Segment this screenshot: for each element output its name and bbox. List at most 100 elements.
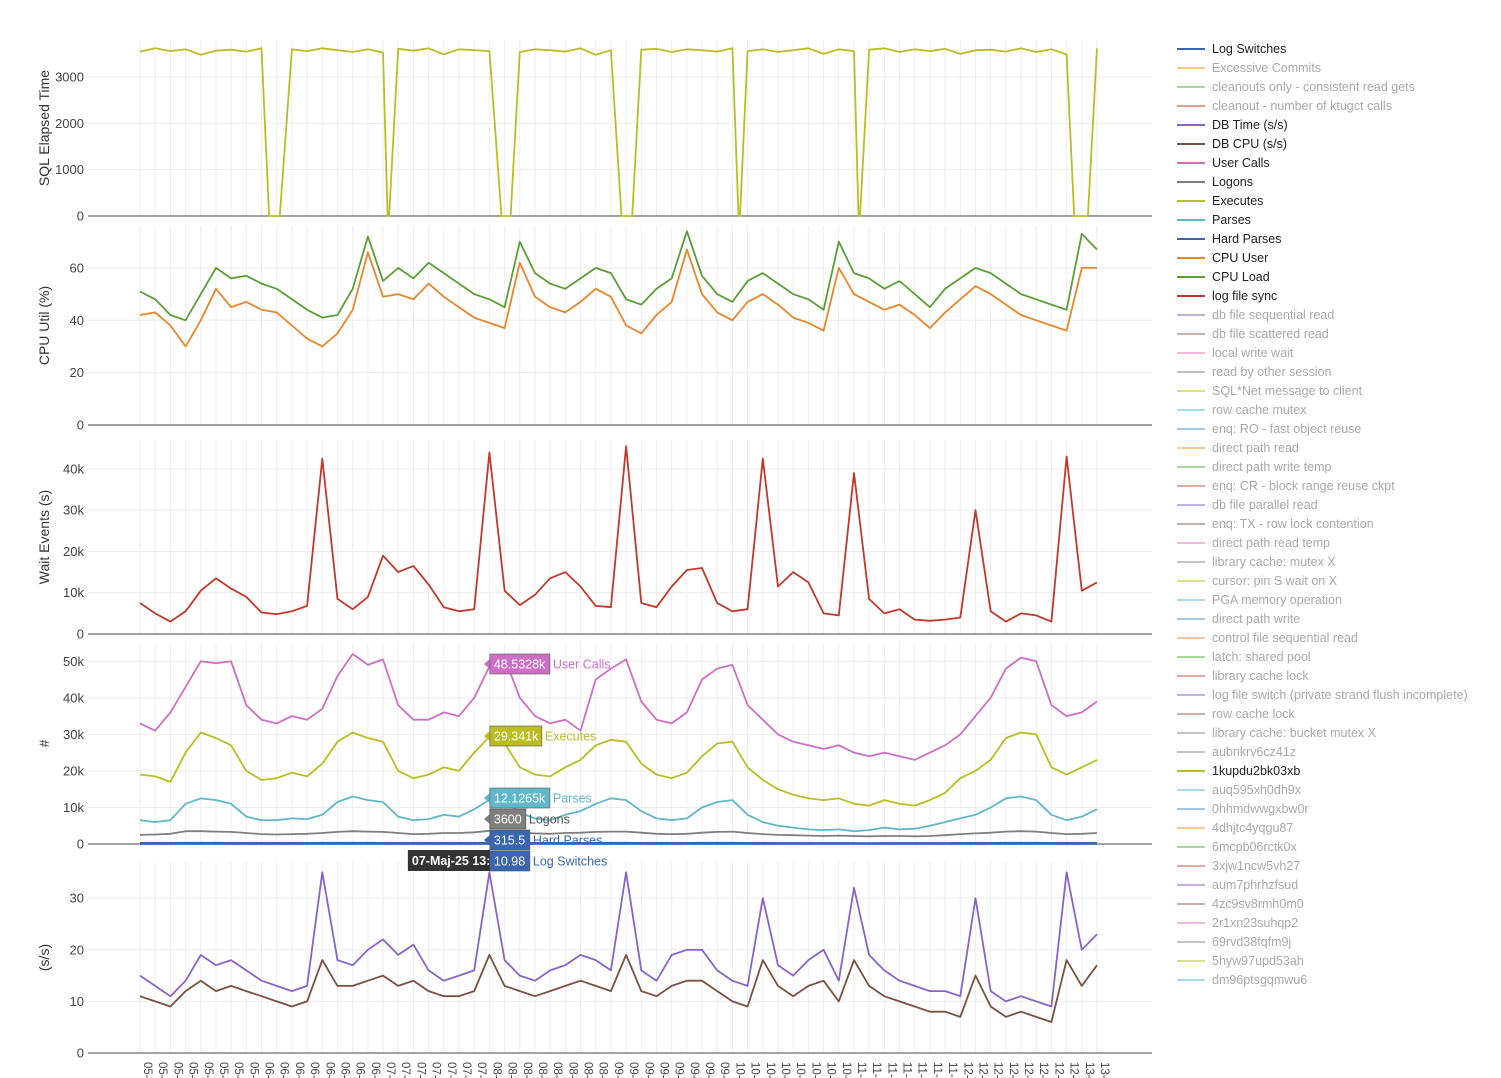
legend-item[interactable]: SQL*Net message to client	[1177, 381, 1501, 400]
legend-label: 4zc9sv8rmh0m0	[1212, 896, 1304, 911]
legend-label: direct path write	[1212, 611, 1301, 626]
legend-item[interactable]: db file parallel read	[1177, 495, 1501, 514]
legend-item[interactable]: row cache mutex	[1177, 400, 1501, 419]
legend-item[interactable]: 69rvd38fqfm9j	[1177, 932, 1501, 951]
legend-item[interactable]: library cache lock	[1177, 666, 1501, 685]
legend-item[interactable]: 1kupdu2bk03xb	[1177, 761, 1501, 780]
series-line-cpu_user[interactable]	[139, 248, 1097, 348]
legend-swatch	[1177, 85, 1205, 88]
legend-item[interactable]: cursor: pin S wait on X	[1177, 571, 1501, 590]
legend-label: auq595xh0dh9x	[1212, 782, 1301, 797]
series-line-parses[interactable]	[139, 795, 1098, 833]
legend-label: dm96ptsgqmwu6	[1212, 972, 1308, 987]
legend-item[interactable]: row cache lock	[1177, 704, 1501, 723]
legend-item[interactable]: Hard Parses	[1177, 229, 1501, 248]
legend-item[interactable]: 0hhmdwwgxbw0r	[1177, 799, 1501, 818]
legend-item[interactable]: Log Switches	[1177, 39, 1501, 58]
legend-label: 6mcpb06rctk0x	[1212, 839, 1297, 854]
legend-item[interactable]: db file scattered read	[1177, 324, 1501, 343]
legend-item[interactable]: 3xjw1ncw5vh27	[1177, 856, 1501, 875]
legend-item[interactable]: PGA memory operation	[1177, 590, 1501, 609]
legend-item[interactable]: enq: TX - row lock contention	[1177, 514, 1501, 533]
legend-label: cleanout - number of ktugct calls	[1212, 98, 1392, 113]
legend-item[interactable]: cleanout - number of ktugct calls	[1177, 96, 1501, 115]
legend-item[interactable]: Excessive Commits	[1177, 58, 1501, 77]
legend-item[interactable]: CPU Load	[1177, 267, 1501, 286]
legend-label: CPU Load	[1212, 269, 1270, 284]
legend-swatch	[1177, 180, 1205, 183]
legend-item[interactable]: aum7phrhzfsud	[1177, 875, 1501, 894]
legend-swatch	[1177, 674, 1205, 677]
series-line-db_cpu[interactable]	[139, 954, 1098, 1023]
legend-label: User Calls	[1212, 155, 1270, 170]
legend-label: row cache mutex	[1212, 402, 1307, 417]
legend-label: Logons	[1212, 174, 1254, 189]
series-line-log_file_sync[interactable]	[139, 445, 1098, 623]
legend-item[interactable]: User Calls	[1177, 153, 1501, 172]
legend-item[interactable]: control file sequential read	[1177, 628, 1501, 647]
series-line-user_calls[interactable]	[139, 653, 1098, 761]
series-line-executes[interactable]	[139, 731, 1098, 807]
legend-item[interactable]: aubnkrv6cz41z	[1177, 742, 1501, 761]
legend-item[interactable]: Executes	[1177, 191, 1501, 210]
x-tick-label: 13-	[1083, 1062, 1095, 1078]
legend-item[interactable]: library cache: bucket mutex X	[1177, 723, 1501, 742]
x-tick-label: 07-	[430, 1062, 442, 1078]
legend-item[interactable]: direct path read temp	[1177, 533, 1501, 552]
legend-item[interactable]: DB CPU (s/s)	[1177, 134, 1501, 153]
legend-item[interactable]: local write wait	[1177, 343, 1501, 362]
series-line-elapsed[interactable]	[139, 47, 1098, 217]
x-tick-label: 09-	[718, 1062, 730, 1078]
legend-item[interactable]: dm96ptsgqmwu6	[1177, 970, 1501, 989]
series-line-logons[interactable]	[139, 829, 1098, 838]
legend-item[interactable]: log file switch (private strand flush in…	[1177, 685, 1501, 704]
x-tick-label: 05-	[187, 1062, 199, 1078]
x-tick-label: 07-	[445, 1062, 457, 1078]
x-tick-label: 11-	[931, 1062, 943, 1078]
tooltip-log_switches: 10.98 Log Switches	[483, 850, 607, 872]
legend-item[interactable]: 6mcpb06rctk0x	[1177, 837, 1501, 856]
legend-item[interactable]: log file sync	[1177, 286, 1501, 305]
legend-label: cursor: pin S wait on X	[1212, 573, 1338, 588]
legend-item[interactable]: enq: RO - fast object reuse	[1177, 419, 1501, 438]
legend-item[interactable]: direct path write	[1177, 609, 1501, 628]
legend-item[interactable]: 2r1xn23suhqp2	[1177, 913, 1501, 932]
y-tick-label: 10	[70, 994, 84, 1009]
y-tick-label: 1000	[55, 162, 84, 177]
series-line-cpu_load[interactable]	[139, 230, 1098, 322]
legend-swatch	[1177, 123, 1205, 126]
legend-item[interactable]: enq: CR - block range reuse ckpt	[1177, 476, 1501, 495]
legend-item[interactable]: 4zc9sv8rmh0m0	[1177, 894, 1501, 913]
legend-item[interactable]: library cache: mutex X	[1177, 552, 1501, 571]
legend-label: Executes	[1212, 193, 1264, 208]
x-tick-label: 09-	[703, 1062, 715, 1078]
tooltip-executes: 29.341k Executes	[483, 725, 596, 747]
legend-item[interactable]: direct path write temp	[1177, 457, 1501, 476]
legend-item[interactable]: db file sequential read	[1177, 305, 1501, 324]
legend-swatch	[1177, 731, 1205, 734]
x-tick-label: 08-	[551, 1062, 563, 1078]
legend-item[interactable]: read by other session	[1177, 362, 1501, 381]
legend-item[interactable]: latch: shared pool	[1177, 647, 1501, 666]
legend-label: cleanouts only - consistent read gets	[1212, 79, 1415, 94]
legend-item[interactable]: DB Time (s/s)	[1177, 115, 1501, 134]
legend-item[interactable]: direct path read	[1177, 438, 1501, 457]
series-line-db_time[interactable]	[139, 871, 1098, 1008]
legend-item[interactable]: cleanouts only - consistent read gets	[1177, 77, 1501, 96]
legend-item[interactable]: Parses	[1177, 210, 1501, 229]
x-tick-label: 05-	[202, 1062, 214, 1078]
tooltip-x-label: 07-Maj-25 13:	[407, 850, 490, 871]
x-tick-label: 06-	[369, 1062, 381, 1078]
x-tick-label: 13-	[1098, 1062, 1110, 1078]
legend-label: Parses	[1212, 212, 1251, 227]
legend-item[interactable]: CPU User	[1177, 248, 1501, 267]
legend-label: enq: TX - row lock contention	[1212, 516, 1374, 531]
legend-swatch	[1177, 617, 1205, 620]
legend-item[interactable]: Logons	[1177, 172, 1501, 191]
legend-item[interactable]: 5hyw97upd53ah	[1177, 951, 1501, 970]
legend-item[interactable]: auq595xh0dh9x	[1177, 780, 1501, 799]
legend-item[interactable]: 4dhjtc4yqgu87	[1177, 818, 1501, 837]
x-tick-label: 07-	[475, 1062, 487, 1078]
legend-swatch	[1177, 883, 1205, 886]
